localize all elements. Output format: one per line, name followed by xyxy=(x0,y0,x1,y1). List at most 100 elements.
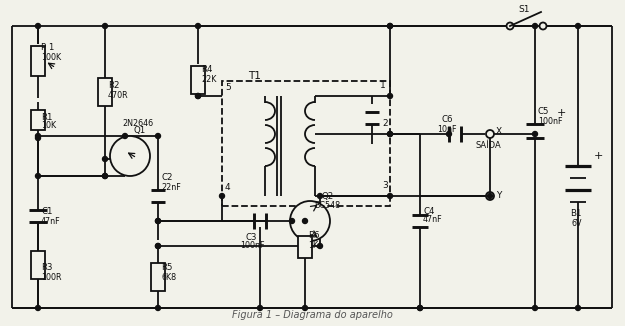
Text: 10K: 10K xyxy=(41,122,56,130)
Circle shape xyxy=(156,218,161,224)
Text: 470R: 470R xyxy=(108,91,129,99)
Text: 6K8: 6K8 xyxy=(161,273,176,281)
Circle shape xyxy=(219,194,224,199)
Circle shape xyxy=(302,305,308,310)
Text: 100nF: 100nF xyxy=(538,116,562,126)
Circle shape xyxy=(532,131,538,137)
Text: 47nF: 47nF xyxy=(423,215,442,225)
Circle shape xyxy=(36,136,41,141)
Text: 1K: 1K xyxy=(308,241,318,249)
Text: R1: R1 xyxy=(41,113,52,123)
Circle shape xyxy=(418,305,422,310)
Circle shape xyxy=(488,194,492,199)
Circle shape xyxy=(156,134,161,139)
Text: R2: R2 xyxy=(108,82,119,91)
Text: P 1: P 1 xyxy=(41,43,54,52)
Circle shape xyxy=(388,131,392,137)
Text: Figura 1 – Diagrama do aparelho: Figura 1 – Diagrama do aparelho xyxy=(231,310,392,320)
Circle shape xyxy=(318,194,322,199)
Circle shape xyxy=(318,244,322,248)
Bar xyxy=(151,263,165,291)
Circle shape xyxy=(302,218,308,224)
Text: 2: 2 xyxy=(382,120,388,128)
Circle shape xyxy=(486,192,494,200)
Text: Y: Y xyxy=(496,191,501,200)
Circle shape xyxy=(388,131,392,137)
Circle shape xyxy=(102,173,107,179)
Text: T1: T1 xyxy=(249,71,261,81)
Circle shape xyxy=(532,23,538,28)
Circle shape xyxy=(576,305,581,310)
Text: 2N2646: 2N2646 xyxy=(122,118,153,127)
Text: C4: C4 xyxy=(423,206,434,215)
Bar xyxy=(98,78,112,106)
Bar xyxy=(31,110,45,130)
Text: 100R: 100R xyxy=(41,273,61,281)
Circle shape xyxy=(539,22,546,29)
Circle shape xyxy=(36,134,41,139)
Bar xyxy=(31,251,45,279)
Text: B1: B1 xyxy=(570,210,581,218)
Text: C2: C2 xyxy=(161,173,172,183)
Circle shape xyxy=(36,23,41,28)
Text: 5: 5 xyxy=(225,83,231,93)
Circle shape xyxy=(156,305,161,310)
Circle shape xyxy=(122,134,127,139)
Circle shape xyxy=(110,136,150,176)
Text: R4: R4 xyxy=(201,66,212,75)
Text: X: X xyxy=(496,127,502,137)
Circle shape xyxy=(36,173,41,179)
Circle shape xyxy=(289,218,294,224)
Circle shape xyxy=(388,194,392,199)
Text: 4: 4 xyxy=(225,184,231,192)
Circle shape xyxy=(290,201,330,241)
Circle shape xyxy=(156,244,161,248)
Text: S1: S1 xyxy=(518,6,529,14)
Text: C5: C5 xyxy=(538,107,549,115)
Text: Q2: Q2 xyxy=(322,192,334,201)
Text: 100K: 100K xyxy=(41,52,61,62)
Text: C6: C6 xyxy=(441,115,452,125)
Circle shape xyxy=(102,23,107,28)
Circle shape xyxy=(258,305,262,310)
Circle shape xyxy=(532,305,538,310)
Bar xyxy=(222,81,390,206)
Circle shape xyxy=(102,156,107,161)
Circle shape xyxy=(196,94,201,98)
Circle shape xyxy=(196,94,201,98)
Text: R3: R3 xyxy=(41,263,52,273)
Circle shape xyxy=(576,23,581,28)
Text: 22K: 22K xyxy=(201,75,216,83)
Text: 100nF: 100nF xyxy=(240,242,264,250)
Circle shape xyxy=(196,23,201,28)
Circle shape xyxy=(486,130,494,138)
Circle shape xyxy=(388,23,392,28)
Bar xyxy=(298,236,312,258)
Text: 1: 1 xyxy=(380,82,386,91)
Circle shape xyxy=(506,22,514,29)
Circle shape xyxy=(388,23,392,28)
Text: Q1: Q1 xyxy=(133,126,145,136)
Text: R6: R6 xyxy=(308,231,319,241)
Text: C1: C1 xyxy=(41,206,52,215)
Bar xyxy=(191,66,205,94)
Circle shape xyxy=(156,244,161,248)
Text: BC548: BC548 xyxy=(314,200,340,210)
Circle shape xyxy=(102,173,107,179)
Circle shape xyxy=(156,218,161,224)
Text: C3: C3 xyxy=(246,232,258,242)
Circle shape xyxy=(446,131,451,137)
Text: +: + xyxy=(594,151,603,161)
Circle shape xyxy=(36,305,41,310)
Circle shape xyxy=(388,94,392,98)
Circle shape xyxy=(418,305,422,310)
Text: 6V: 6V xyxy=(572,218,582,228)
Text: 47nF: 47nF xyxy=(41,216,61,226)
Text: +: + xyxy=(557,108,566,118)
Text: 10nF: 10nF xyxy=(437,125,456,134)
Text: R5: R5 xyxy=(161,263,172,273)
Text: 22nF: 22nF xyxy=(161,183,181,191)
Text: 3: 3 xyxy=(382,182,388,190)
Text: SAÍDA: SAÍDA xyxy=(476,141,502,150)
Bar xyxy=(31,46,45,76)
